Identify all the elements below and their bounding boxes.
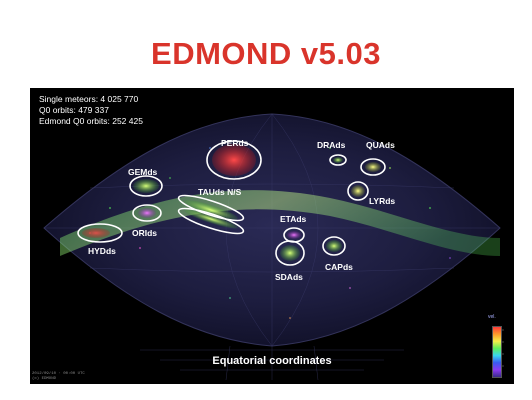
ring-tauds-n bbox=[177, 194, 245, 222]
slide-title: EDMOND v5.03 bbox=[151, 36, 381, 71]
label-perds: PERds bbox=[221, 138, 249, 148]
meteor-scatter bbox=[89, 147, 451, 319]
ring-hydds bbox=[77, 223, 123, 243]
label-gemds: GEMds bbox=[128, 167, 158, 177]
ring-tauds-s bbox=[177, 207, 245, 235]
stat-single-meteors: Single meteors: 4 025 770 bbox=[39, 94, 139, 104]
shower-blobs bbox=[82, 144, 381, 261]
label-lyrds: LYRds bbox=[369, 196, 396, 206]
ring-sdads bbox=[275, 240, 305, 266]
colorbar-title: vel. bbox=[488, 314, 496, 320]
ring-capds bbox=[322, 236, 346, 256]
map-stamp: 2012/09/10 · 00:00 UTC (c) EDMOND bbox=[32, 372, 85, 382]
stats-block: Single meteors: 4 025 770 Q0 orbits: 479… bbox=[39, 94, 143, 127]
label-drads: DRAds bbox=[317, 140, 346, 150]
stamp-line-1: 2012/09/10 · 00:00 UTC bbox=[32, 372, 85, 376]
ring-gemds bbox=[129, 175, 163, 197]
velocity-colorbar bbox=[492, 326, 502, 378]
label-hydds: HYDds bbox=[88, 246, 116, 256]
ring-lyrds bbox=[347, 181, 369, 201]
label-quads: QUAds bbox=[366, 140, 395, 150]
label-capds: CAPds bbox=[325, 262, 353, 272]
ring-drads bbox=[329, 154, 347, 166]
sky-map-panel: Single meteors: 4 025 770 Q0 orbits: 479… bbox=[30, 88, 514, 384]
ring-orids bbox=[132, 204, 162, 222]
lower-grid bbox=[140, 345, 404, 381]
stat-edmond-q0-orbits: Edmond Q0 orbits: 252 425 bbox=[39, 116, 143, 126]
ecliptic-band bbox=[60, 190, 500, 256]
projection-label: Equatorial coordinates bbox=[212, 355, 332, 367]
ring-perds bbox=[206, 140, 262, 180]
ring-quads bbox=[360, 158, 386, 176]
stamp-line-2: (c) EDMOND bbox=[32, 377, 57, 381]
label-orids: ORIds bbox=[132, 228, 158, 238]
label-etads: ETAds bbox=[280, 214, 307, 224]
stat-q0-orbits: Q0 orbits: 479 337 bbox=[39, 105, 109, 115]
label-tauds: TAUds N/S bbox=[198, 187, 242, 197]
label-sdads: SDAds bbox=[275, 272, 303, 282]
sky-map bbox=[43, 113, 504, 381]
shower-rings bbox=[77, 140, 386, 266]
